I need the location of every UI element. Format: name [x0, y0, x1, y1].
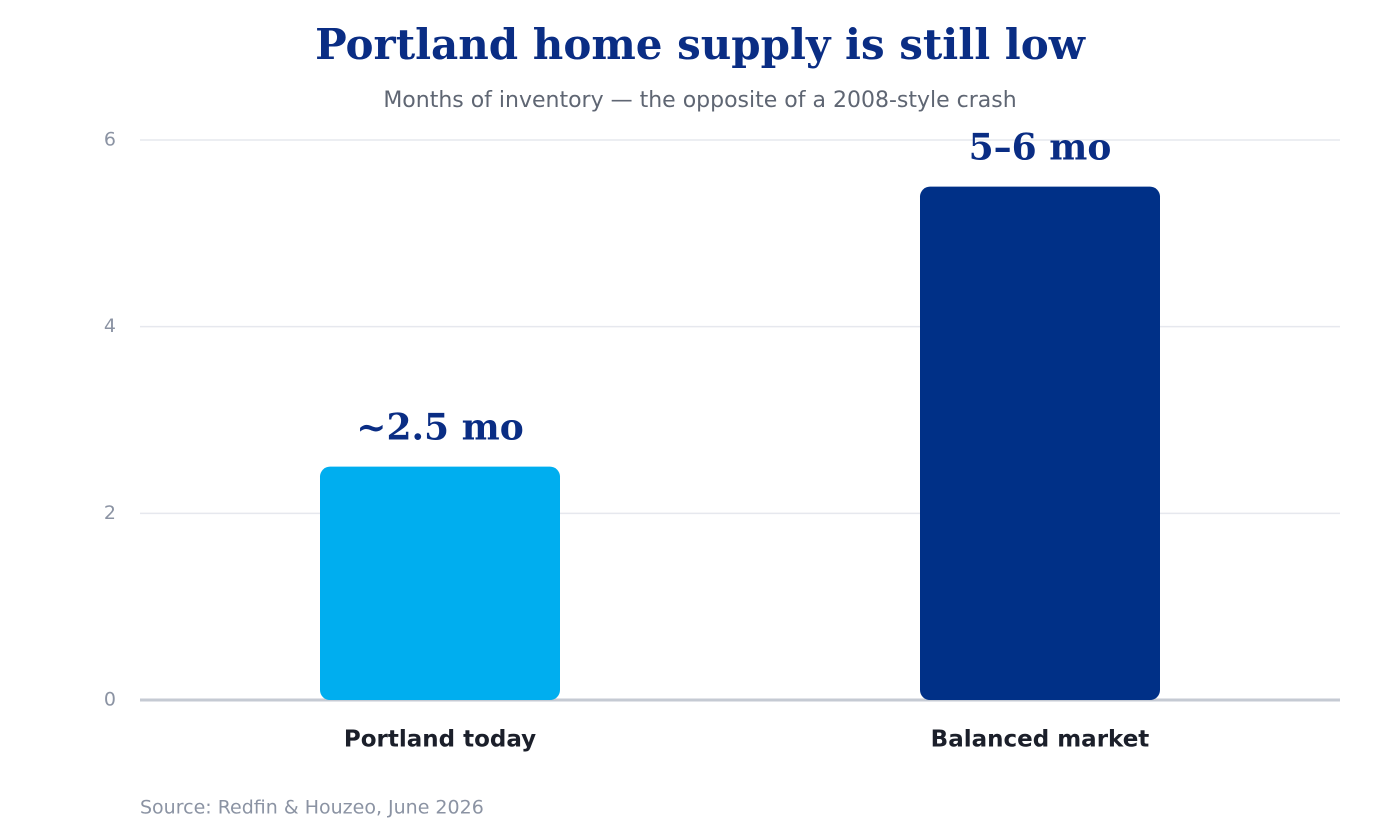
chart-subtitle: Months of inventory — the opposite of a …	[383, 88, 1016, 113]
source-note: Source: Redfin & Houzeo, June 2026	[140, 797, 484, 819]
value-label: 5–6 mo	[969, 127, 1112, 169]
y-tick-label: 4	[104, 315, 116, 337]
bar	[920, 186, 1160, 700]
x-tick-label: Portland today	[344, 727, 536, 753]
x-tick-label: Balanced market	[931, 727, 1150, 753]
y-tick-label: 0	[104, 689, 116, 711]
bar	[320, 466, 560, 700]
value-label: ~2.5 mo	[356, 407, 523, 449]
y-tick-label: 2	[104, 502, 116, 524]
y-tick-label: 6	[104, 129, 116, 151]
chart-title: Portland home supply is still low	[315, 20, 1086, 69]
